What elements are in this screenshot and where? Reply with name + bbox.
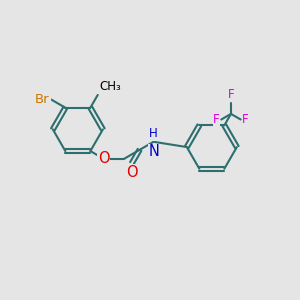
- Text: F: F: [242, 113, 249, 126]
- Text: F: F: [228, 88, 234, 101]
- Text: F: F: [213, 113, 220, 126]
- Text: O: O: [98, 151, 109, 166]
- Text: O: O: [126, 165, 138, 180]
- Text: H: H: [149, 127, 158, 140]
- Text: N: N: [148, 144, 159, 159]
- Text: CH₃: CH₃: [99, 80, 121, 94]
- Text: Br: Br: [35, 93, 50, 106]
